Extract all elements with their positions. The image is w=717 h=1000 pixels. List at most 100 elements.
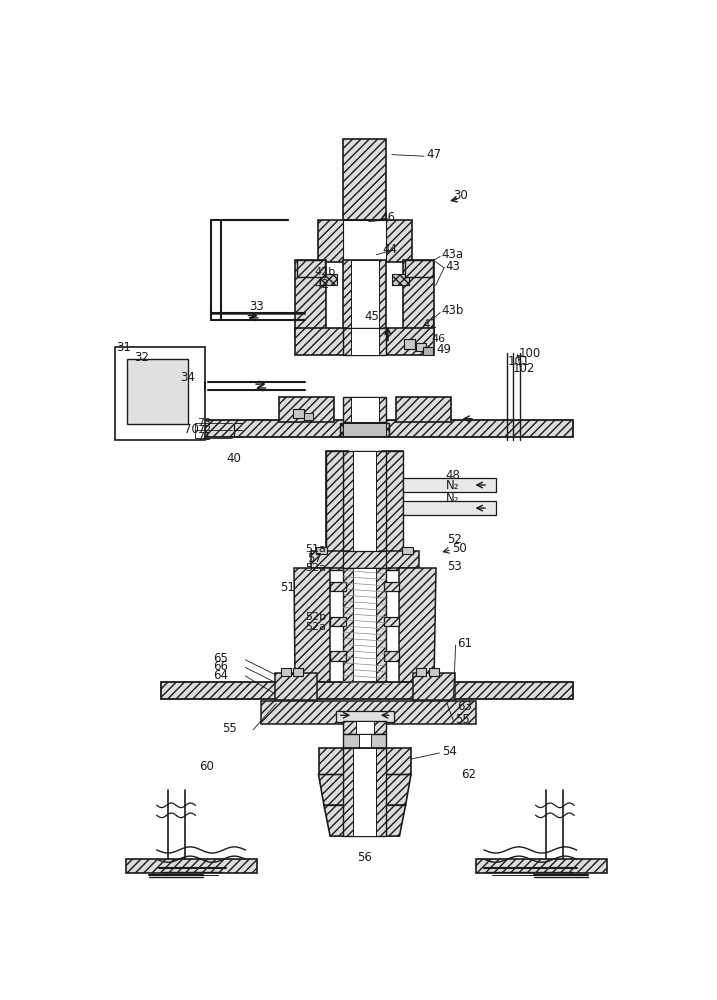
Text: 55: 55 xyxy=(455,713,470,726)
Text: 100: 100 xyxy=(519,347,541,360)
Polygon shape xyxy=(399,568,436,682)
Text: 64: 64 xyxy=(213,669,228,682)
Text: 73: 73 xyxy=(197,418,211,428)
Polygon shape xyxy=(318,774,411,805)
Text: 31: 31 xyxy=(116,341,131,354)
Text: 43a: 43a xyxy=(441,248,463,261)
Bar xyxy=(403,478,495,492)
Bar xyxy=(311,551,349,568)
Bar xyxy=(343,328,386,355)
Text: 66: 66 xyxy=(213,660,228,673)
Bar xyxy=(351,397,379,422)
Text: 43b: 43b xyxy=(442,304,464,317)
Bar xyxy=(404,339,415,349)
Bar xyxy=(127,359,189,424)
Bar xyxy=(336,711,394,722)
Bar xyxy=(115,347,205,440)
Text: 33: 33 xyxy=(250,300,264,313)
Text: 52a: 52a xyxy=(305,563,326,573)
Bar xyxy=(353,568,376,682)
Bar xyxy=(126,859,257,873)
Text: 47: 47 xyxy=(427,148,442,161)
Bar xyxy=(353,748,376,836)
Bar xyxy=(275,673,317,700)
Text: 50: 50 xyxy=(452,542,467,555)
Text: 57: 57 xyxy=(307,552,322,565)
Text: N₂: N₂ xyxy=(446,479,459,492)
Bar xyxy=(429,668,439,676)
Bar xyxy=(326,451,348,570)
Text: 54: 54 xyxy=(442,745,457,758)
Text: 53: 53 xyxy=(447,560,462,573)
Text: 102: 102 xyxy=(513,362,535,375)
Bar xyxy=(261,701,476,724)
Bar xyxy=(351,328,379,355)
Bar xyxy=(417,668,427,676)
Bar xyxy=(343,139,386,220)
Bar xyxy=(293,409,304,418)
Bar xyxy=(340,423,389,436)
Text: 40: 40 xyxy=(226,452,241,465)
Bar xyxy=(405,260,432,277)
Text: 71: 71 xyxy=(197,432,211,442)
Bar xyxy=(330,582,346,591)
Text: 101: 101 xyxy=(507,355,530,368)
Text: N₂: N₂ xyxy=(446,492,459,505)
Bar xyxy=(318,220,412,262)
Bar xyxy=(403,501,495,515)
Bar xyxy=(396,397,451,422)
Text: 65: 65 xyxy=(213,652,228,666)
Bar xyxy=(402,547,413,554)
Text: 51a: 51a xyxy=(305,544,326,554)
Bar xyxy=(293,668,303,676)
Bar xyxy=(343,260,386,337)
Text: 49: 49 xyxy=(437,343,452,356)
Text: 42b: 42b xyxy=(314,267,335,277)
Text: 41: 41 xyxy=(422,318,437,331)
Bar xyxy=(326,451,348,570)
Bar xyxy=(343,721,386,734)
Text: 44: 44 xyxy=(382,243,397,256)
Bar xyxy=(343,734,386,748)
Bar xyxy=(380,551,419,568)
Text: 45: 45 xyxy=(365,310,379,323)
Polygon shape xyxy=(294,568,330,682)
Bar xyxy=(318,748,411,774)
Text: 62: 62 xyxy=(461,768,476,781)
Bar xyxy=(295,328,346,355)
Bar xyxy=(343,451,386,570)
Bar xyxy=(316,547,327,554)
Text: 70: 70 xyxy=(184,423,199,436)
Bar xyxy=(320,274,337,285)
Bar xyxy=(343,568,386,682)
Text: 63: 63 xyxy=(457,700,472,713)
Bar xyxy=(384,651,399,661)
Bar xyxy=(343,397,386,422)
Bar xyxy=(330,651,346,661)
Bar xyxy=(343,551,386,568)
Bar xyxy=(384,582,399,591)
Bar xyxy=(403,260,434,337)
Text: 72: 72 xyxy=(197,425,212,435)
Text: 48: 48 xyxy=(446,469,460,482)
Bar xyxy=(297,260,325,277)
Text: 61: 61 xyxy=(457,637,473,650)
Bar xyxy=(343,220,386,262)
Bar xyxy=(161,420,573,437)
Polygon shape xyxy=(324,805,406,836)
Bar xyxy=(476,859,607,873)
Text: 55: 55 xyxy=(222,722,237,735)
Bar xyxy=(384,617,399,626)
Bar xyxy=(351,260,379,337)
Bar xyxy=(278,397,334,422)
Bar xyxy=(330,617,346,626)
Text: 32: 32 xyxy=(134,351,148,364)
Text: 46: 46 xyxy=(432,334,446,344)
Bar xyxy=(353,451,376,570)
Bar xyxy=(422,347,433,355)
Bar xyxy=(356,721,374,734)
Bar xyxy=(381,451,403,570)
Bar xyxy=(358,734,371,748)
Text: 34: 34 xyxy=(180,371,195,384)
Bar xyxy=(295,260,326,337)
